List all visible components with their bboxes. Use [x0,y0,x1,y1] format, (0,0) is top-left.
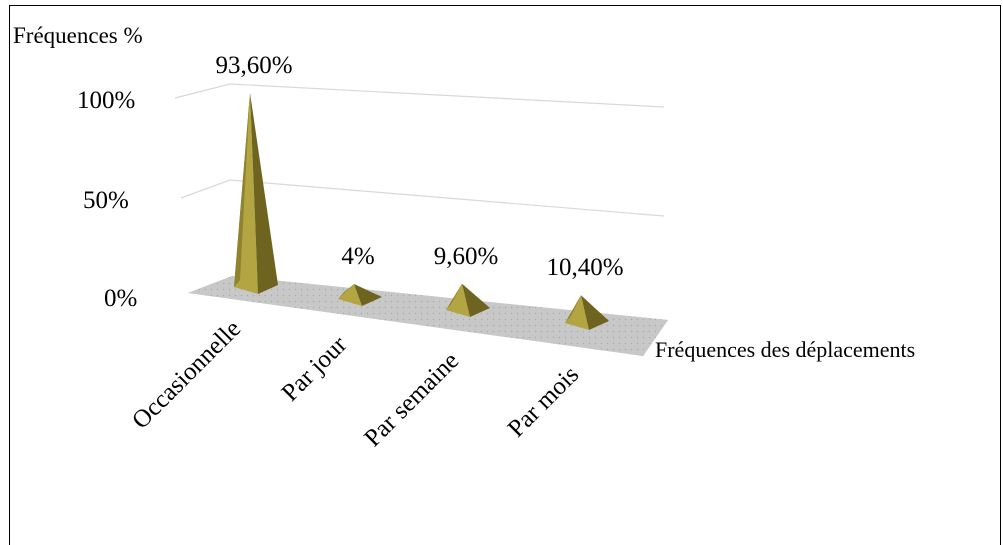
data-label: 93,60% [215,52,292,79]
data-label: 9,60% [434,243,499,270]
pyramid-chart: 100% 50% 0% Fréquences % Fréquences des … [13,23,915,452]
pyramid-bar [234,92,278,294]
data-label: 10,40% [546,254,623,281]
y-tick-label: 0% [104,285,137,312]
y-axis-title: Fréquences % [13,23,143,48]
gridline-100 [174,83,231,99]
x-tick-label: Occasionnelle [127,315,246,434]
pyramid-face-front [446,283,470,317]
x-tick-label: Par mois [503,361,584,442]
gridline-50 [180,179,231,199]
gridline-50-back [229,179,665,217]
pyramid-face-left [234,92,250,287]
x-tick-label: Par semaine [359,347,464,452]
pyramid-bar [338,284,382,306]
x-axis-title: Fréquences des déplacements [655,337,915,362]
pyramid-face-left [446,283,462,310]
pyramid-face-right [354,284,382,306]
pyramid-bar [446,283,490,317]
pyramid-face-right [462,283,490,317]
pyramid-face-front [565,295,589,330]
chart-floor-pattern [188,276,668,356]
y-tick-label: 50% [83,187,129,214]
gridline-100-back [229,83,665,108]
y-tick-label: 100% [77,87,135,114]
chart-frame [9,5,1001,545]
pyramid-face-right [581,295,609,330]
data-labels: 93,60% 4% 9,60% 10,40% [215,52,623,281]
pyramid-face-left [338,284,354,299]
data-label: 4% [341,243,374,270]
series-bars [234,92,609,330]
pyramid-bar [565,295,609,330]
pyramid-face-right [250,92,278,294]
pyramid-face-left [565,295,581,323]
x-tick-label: Par jour [277,331,353,407]
